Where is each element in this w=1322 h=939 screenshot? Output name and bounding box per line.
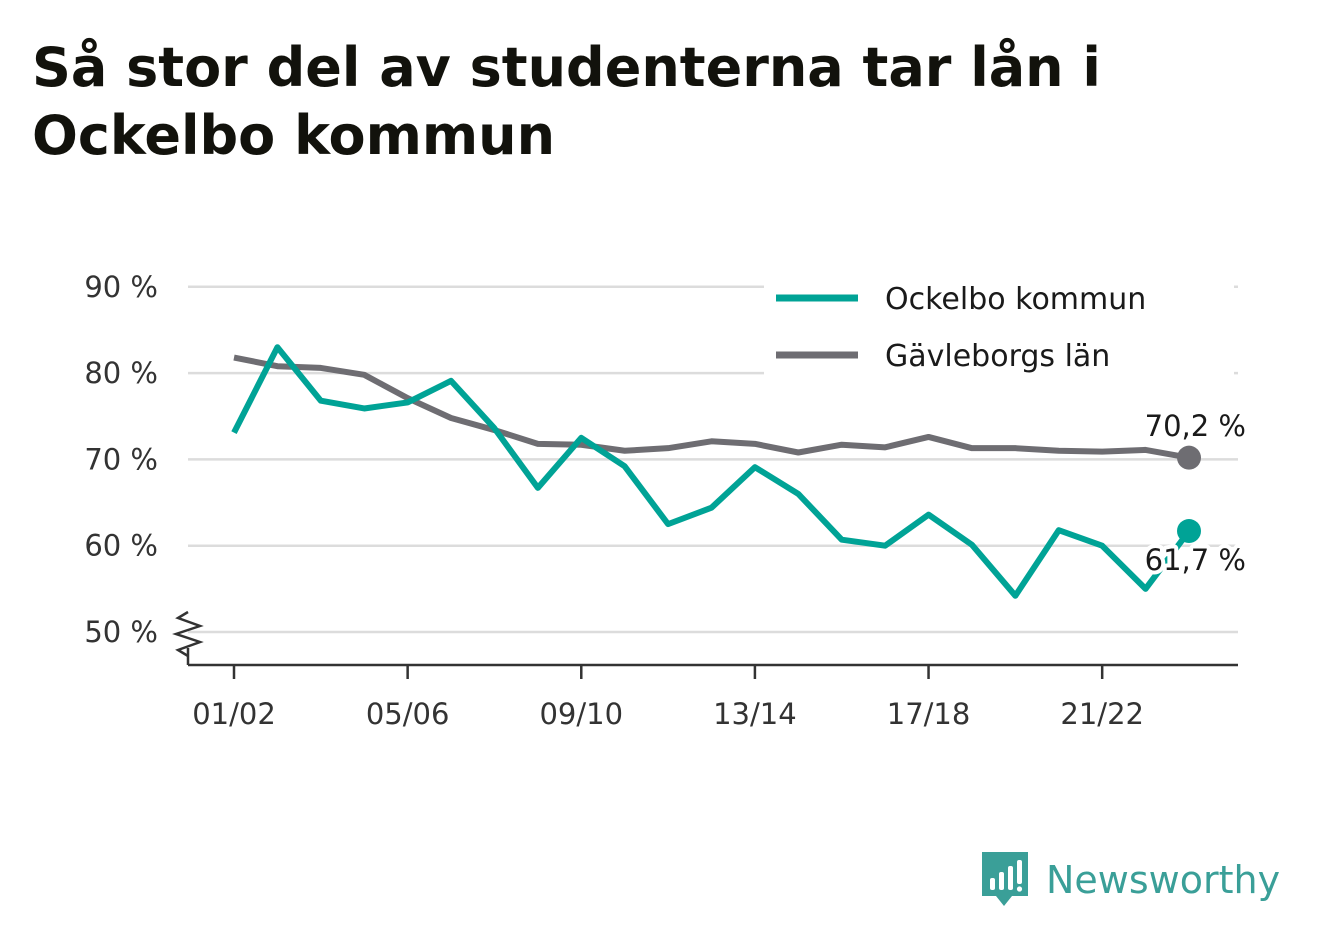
series-lines bbox=[231, 344, 1201, 599]
x-tick-label: 05/06 bbox=[366, 697, 450, 731]
x-tick-label: 17/18 bbox=[887, 697, 971, 731]
series-line-1 bbox=[233, 354, 1190, 461]
x-tick-label: 09/10 bbox=[539, 697, 623, 731]
newsworthy-logo-icon bbox=[982, 852, 1028, 906]
legend-background bbox=[764, 272, 1234, 380]
legend-label: Gävleborgs län bbox=[885, 339, 1110, 374]
y-axis-ticks: 50 % 60 % 70 % 80 % 90 % bbox=[84, 270, 158, 649]
x-tick-label: 21/22 bbox=[1060, 697, 1144, 731]
series-line-0 bbox=[231, 344, 1192, 599]
legend: Ockelbo kommun Gävleborgs län bbox=[764, 272, 1234, 380]
series-end-point-1 bbox=[1177, 445, 1201, 470]
chart-title: Så stor del av studenterna tar lån i Ock… bbox=[32, 36, 1101, 167]
y-tick-label: 80 % bbox=[84, 356, 158, 390]
brand-name: Newsworthy bbox=[1046, 858, 1281, 902]
y-tick-label: 50 % bbox=[84, 615, 158, 649]
x-tick-label: 13/14 bbox=[713, 697, 797, 731]
series-end-point-0 bbox=[1177, 519, 1201, 544]
axis-break-icon bbox=[172, 610, 204, 658]
axes bbox=[172, 610, 1238, 667]
end-label-gavleborg: 70,2 % bbox=[1145, 409, 1246, 443]
y-tick-label: 60 % bbox=[84, 529, 158, 563]
x-tick-label: 01/02 bbox=[192, 697, 276, 731]
x-axis-ticks: 01/02 05/06 09/10 13/14 17/18 21/22 bbox=[192, 665, 1144, 731]
end-labels: 70,2 % 61,7 % bbox=[1141, 409, 1250, 581]
brand-logo: Newsworthy bbox=[980, 850, 1280, 910]
end-label-ockelbo: 61,7 % bbox=[1145, 543, 1246, 577]
legend-label: Ockelbo kommun bbox=[885, 282, 1146, 317]
y-tick-label: 70 % bbox=[84, 442, 158, 476]
y-tick-label: 90 % bbox=[84, 270, 158, 304]
